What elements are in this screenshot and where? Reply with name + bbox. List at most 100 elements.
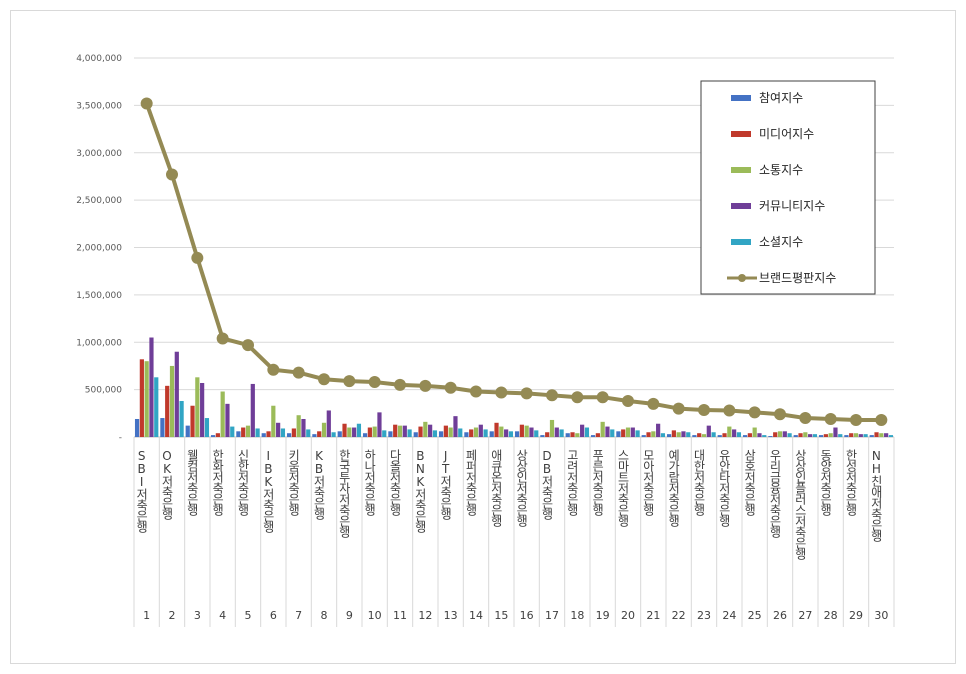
bar-커뮤니티지수-21 <box>656 423 661 437</box>
bar-커뮤니티지수-5 <box>250 383 255 437</box>
bar-커뮤니티지수-26 <box>782 431 787 437</box>
bar-소통지수-29 <box>853 433 859 437</box>
bar-참여지수-5 <box>236 431 241 437</box>
y-tick-label: 2,000,000 <box>76 244 122 254</box>
bar-참여지수-12 <box>413 432 418 437</box>
point-브랜드평판지수-10 <box>368 376 381 389</box>
bar-소셜지수-10 <box>382 430 387 437</box>
category-label: 푸른저축은행 <box>591 449 605 516</box>
category-label: 한국투자저축은행 <box>337 449 351 538</box>
point-브랜드평판지수-3 <box>191 251 204 264</box>
bar-커뮤니티지수-3 <box>200 382 205 437</box>
bar-커뮤니티지수-16 <box>529 427 534 437</box>
bar-참여지수-2 <box>160 418 165 437</box>
category-index: 30 <box>874 609 888 622</box>
point-브랜드평판지수-5 <box>242 339 254 352</box>
category-label: 웰컴저축은행 <box>185 449 199 516</box>
bar-소셜지수-9 <box>356 423 362 437</box>
bar-참여지수-16 <box>514 431 520 437</box>
bar-참여지수-21 <box>641 435 646 437</box>
category-label: 신한저축은행 <box>236 449 250 516</box>
bar-커뮤니티지수-2 <box>174 351 179 437</box>
category-label: 스마트저축은행 <box>616 449 630 527</box>
category-label: 키움저축은행 <box>287 449 301 516</box>
point-브랜드평판지수-27 <box>799 412 812 425</box>
bar-소통지수-24 <box>727 426 732 437</box>
bar-소통지수-9 <box>347 427 352 437</box>
bar-소통지수-8 <box>321 422 327 437</box>
bar-참여지수-3 <box>185 425 190 437</box>
bar-커뮤니티지수-7 <box>301 418 306 437</box>
bar-소셜지수-19 <box>610 429 615 437</box>
bar-소통지수-25 <box>752 427 757 437</box>
y-tick-label: 1,500,000 <box>76 291 122 301</box>
bar-소통지수-27 <box>803 432 808 437</box>
bar-커뮤니티지수-8 <box>326 410 331 437</box>
bar-미디어지수-13 <box>443 425 448 437</box>
bar-참여지수-14 <box>464 432 469 437</box>
point-브랜드평판지수-21 <box>647 397 660 410</box>
bar-커뮤니티지수-23 <box>706 425 711 437</box>
category-index: 6 <box>270 609 277 622</box>
bar-커뮤니티지수-17 <box>554 427 559 437</box>
bar-참여지수-1 <box>134 418 140 437</box>
category-index: 23 <box>697 609 711 622</box>
bar-커뮤니티지수-11 <box>402 425 407 437</box>
y-tick-label: 2,500,000 <box>76 196 122 206</box>
category-index: 3 <box>194 609 201 622</box>
bar-커뮤니티지수-18 <box>580 424 585 437</box>
legend-label: 소셜지수 <box>759 235 803 249</box>
bar-소통지수-7 <box>296 415 301 437</box>
legend-swatch-marker <box>738 274 746 282</box>
bar-미디어지수-8 <box>317 431 322 437</box>
bar-참여지수-30 <box>869 435 874 437</box>
category-index: 21 <box>646 609 660 622</box>
bar-참여지수-11 <box>388 431 393 437</box>
point-브랜드평판지수-14 <box>470 385 482 398</box>
point-브랜드평판지수-1 <box>140 97 153 110</box>
bar-커뮤니티지수-15 <box>504 429 509 437</box>
category-index: 18 <box>570 609 584 622</box>
category-index: 26 <box>773 609 787 622</box>
bar-참여지수-7 <box>286 433 292 437</box>
legend-swatch <box>731 167 751 173</box>
point-브랜드평판지수-17 <box>546 389 558 402</box>
category-index: 7 <box>295 609 302 622</box>
bar-소통지수-23 <box>701 434 707 437</box>
category-index: 28 <box>824 609 838 622</box>
point-브랜드평판지수-30 <box>875 413 888 426</box>
bar-참여지수-18 <box>565 433 570 437</box>
bar-미디어지수-27 <box>798 433 803 437</box>
bar-참여지수-4 <box>210 435 216 437</box>
bar-소셜지수-1 <box>154 377 159 437</box>
bar-참여지수-22 <box>666 434 672 437</box>
category-index: 17 <box>545 609 559 622</box>
category-index: 10 <box>368 609 382 622</box>
bar-참여지수-25 <box>742 435 748 437</box>
bar-미디어지수-23 <box>697 433 702 437</box>
bar-소통지수-4 <box>220 391 225 437</box>
bar-미디어지수-12 <box>418 426 423 437</box>
bar-미디어지수-5 <box>241 427 246 437</box>
category-index: 2 <box>169 609 176 622</box>
bar-소통지수-19 <box>600 421 605 437</box>
y-tick-label: - <box>119 433 122 443</box>
point-브랜드평판지수-15 <box>495 386 508 399</box>
legend-swatch <box>731 203 751 209</box>
bar-소셜지수-6 <box>280 428 286 437</box>
category-label: 예가람저축은행 <box>667 449 681 527</box>
category-index: 19 <box>596 609 610 622</box>
point-브랜드평판지수-12 <box>419 379 432 392</box>
category-index: 1 <box>143 609 150 622</box>
bar-소통지수-6 <box>271 405 276 437</box>
bar-소셜지수-15 <box>508 431 514 437</box>
bar-미디어지수-28 <box>823 434 828 437</box>
category-index: 15 <box>494 609 508 622</box>
category-label: KB저축은행 <box>312 449 326 520</box>
bar-소셜지수-3 <box>204 418 210 437</box>
bar-커뮤니티지수-25 <box>757 433 762 437</box>
bar-소통지수-2 <box>169 365 175 437</box>
y-tick-label: 500,000 <box>85 386 122 396</box>
y-tick-label: 3,500,000 <box>76 101 122 111</box>
category-label: 상상인저축은행 <box>515 449 529 527</box>
